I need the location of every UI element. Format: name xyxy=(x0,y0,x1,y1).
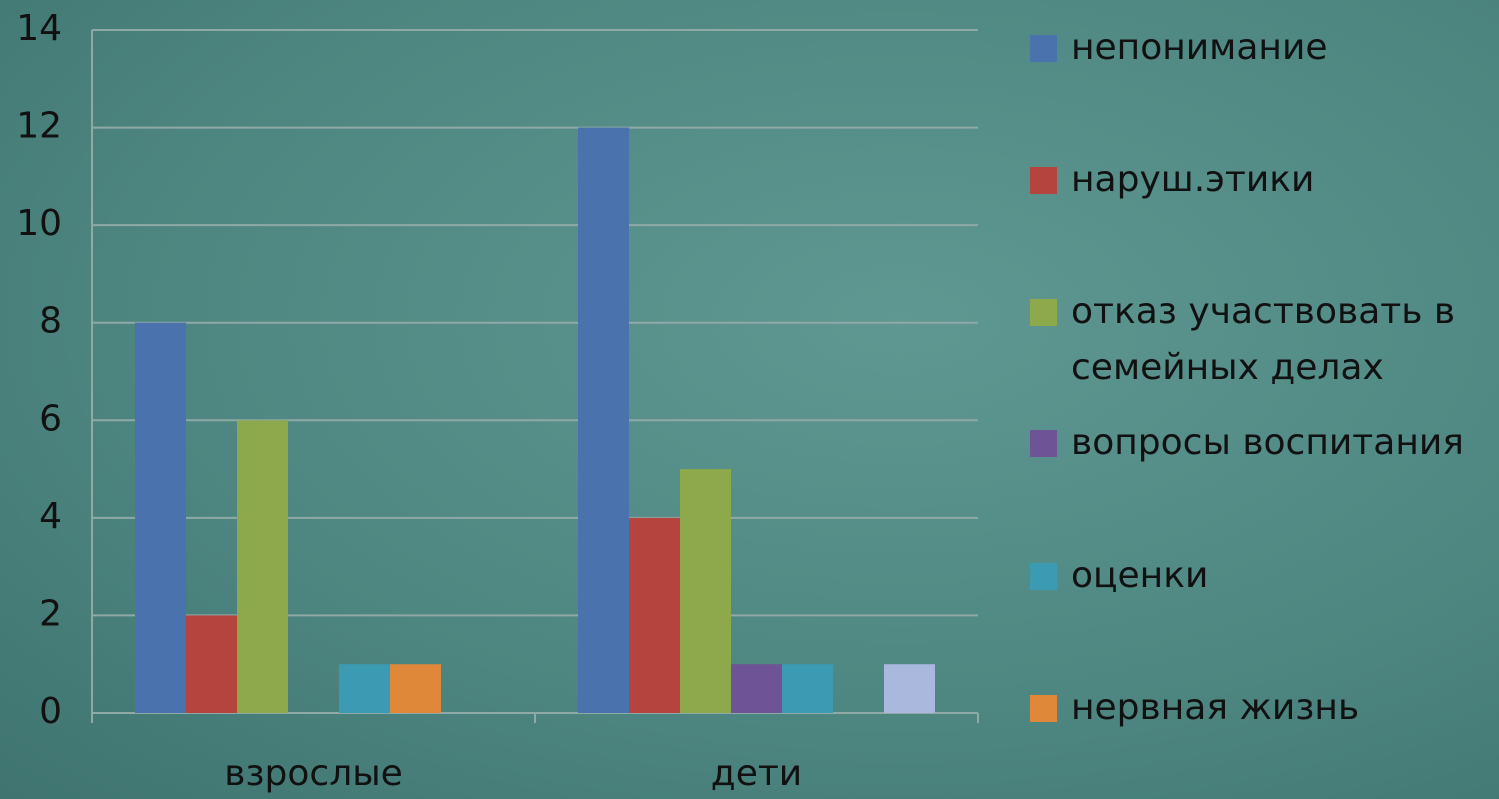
bar xyxy=(884,664,935,713)
y-tick-label: 4 xyxy=(39,496,62,537)
legend-swatch xyxy=(1030,430,1057,457)
y-tick-label: 10 xyxy=(16,203,62,244)
legend-item: непонимание xyxy=(1030,20,1470,76)
y-tick-label: 8 xyxy=(39,301,62,342)
y-tick-label: 12 xyxy=(16,106,62,147)
legend-label: непонимание xyxy=(1071,27,1328,68)
y-tick-label: 0 xyxy=(39,691,62,732)
bar xyxy=(782,664,833,713)
bar xyxy=(135,322,186,713)
bar xyxy=(578,127,629,714)
y-tick-label: 2 xyxy=(39,593,62,634)
legend-swatch xyxy=(1030,563,1057,590)
legend-swatch xyxy=(1030,299,1057,326)
legend-swatch xyxy=(1030,695,1057,722)
legend-swatch xyxy=(1030,167,1057,194)
legend-label: отказ участвовать в семейных делах xyxy=(1071,291,1456,388)
y-tick-label: 6 xyxy=(39,398,62,439)
bar xyxy=(186,615,237,713)
legend-label: вопросы воспитания xyxy=(1071,422,1464,463)
legend-swatch xyxy=(1030,35,1057,62)
legend-item: нервная жизнь xyxy=(1030,680,1470,736)
legend-label: нервная жизнь xyxy=(1071,687,1360,728)
legend-item: оценки xyxy=(1030,548,1470,604)
bar xyxy=(390,664,441,713)
y-tick-label: 14 xyxy=(16,8,62,49)
x-tick-label: дети xyxy=(711,753,802,794)
bar xyxy=(731,664,782,713)
legend-label: оценки xyxy=(1071,555,1209,596)
bar xyxy=(339,664,390,713)
legend-item: отказ участвовать в семейных делах xyxy=(1030,284,1470,396)
legend-item: наруш.этики xyxy=(1030,152,1470,208)
x-tick-label: взрослые xyxy=(224,753,403,794)
bar xyxy=(680,469,731,713)
legend-label: наруш.этики xyxy=(1071,159,1315,200)
legend-item: вопросы воспитания xyxy=(1030,415,1470,471)
bar xyxy=(237,420,288,713)
bar xyxy=(629,517,680,713)
